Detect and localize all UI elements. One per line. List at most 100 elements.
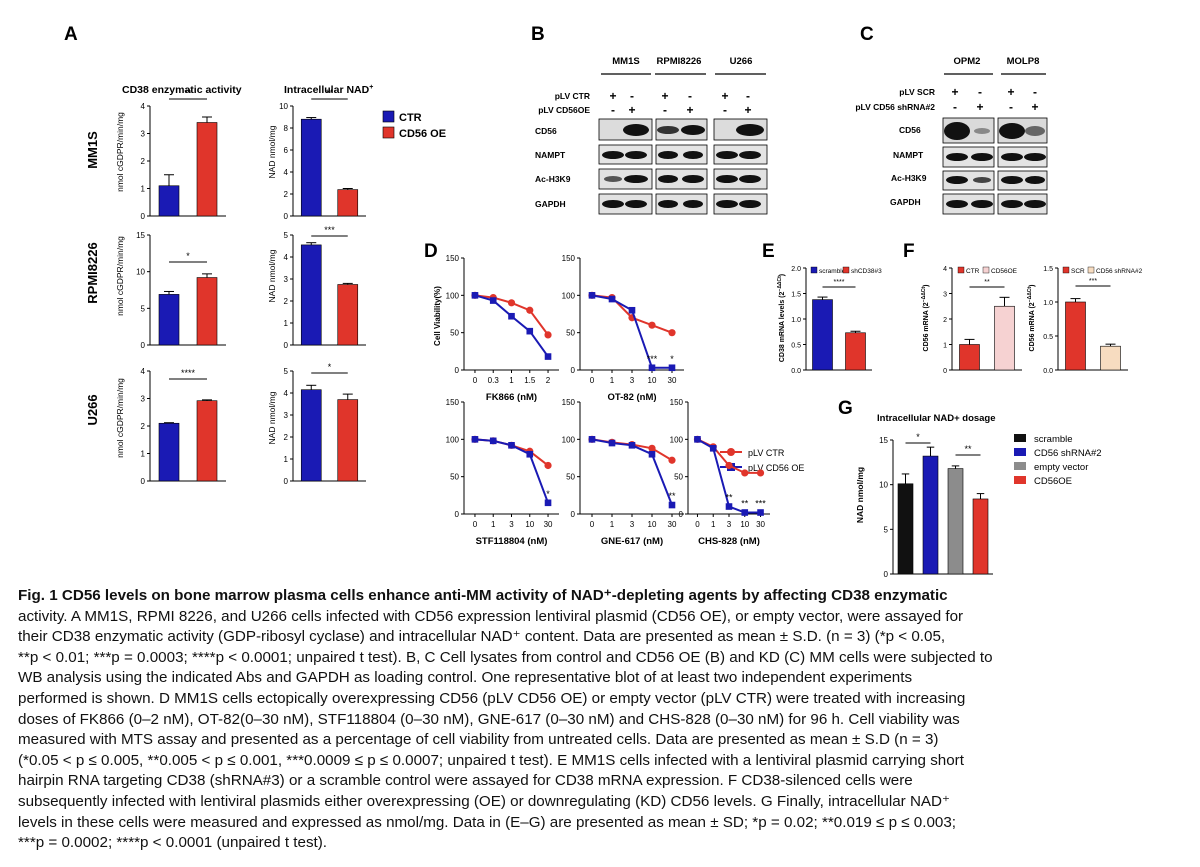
data-point [544, 461, 552, 470]
data-point [648, 444, 656, 452]
sign: + [686, 103, 693, 117]
y-tick-label: 1.5 [1043, 266, 1053, 273]
bar [1100, 345, 1121, 371]
bar [337, 284, 359, 346]
y-tick-label: 0 [455, 366, 460, 375]
y-tick-label: 150 [446, 398, 460, 407]
x-axis-label: GNE-617 (nM) [601, 536, 663, 547]
data-point [668, 364, 676, 372]
y-tick-label: 150 [446, 254, 460, 263]
y-tick-label: 5 [141, 304, 146, 313]
y-tick-label: 8 [284, 124, 289, 133]
data-point [756, 469, 765, 477]
rpmi-cd38-ylabel: nmol cGDPR/min/mg [115, 236, 125, 316]
sign: - [1033, 85, 1037, 99]
bar [845, 332, 866, 371]
panel-label-a: A [64, 24, 78, 45]
y-tick-label: 1.5 [791, 292, 801, 299]
sign: + [951, 85, 958, 99]
sign: - [688, 89, 692, 103]
y-tick-label: 0 [679, 510, 684, 519]
x-tick-label: 1 [491, 520, 496, 529]
blot-b-cell-u266: U266 [730, 56, 753, 67]
legend-f-scr-swatch [1062, 266, 1070, 274]
data-point [694, 436, 701, 443]
bar [337, 399, 359, 482]
x-tick-label: 10 [648, 376, 657, 385]
panel-a-col1-title: CD38 enzymatic activity [122, 84, 242, 96]
x-tick-label: 0.3 [488, 376, 500, 385]
blot-b-label-gapdh: GAPDH [535, 199, 566, 209]
y-tick-label: 5 [884, 525, 889, 534]
figure-1: A B C D E F G CD38 enzymatic activity In… [64, 24, 1143, 579]
bar [1065, 301, 1086, 371]
caption-line: subsequently infected with lentiviral pl… [18, 792, 951, 810]
y-tick-label: 50 [566, 473, 575, 482]
y-tick-label: 15 [879, 436, 888, 445]
legend-e-shcd38-swatch [842, 266, 850, 274]
y-tick-label: 0 [284, 212, 289, 221]
data-point [526, 450, 534, 458]
y-tick-label: 3 [141, 130, 146, 139]
legend-g-cd56oe-swatch [1014, 476, 1026, 484]
significance-stars: ** [668, 491, 676, 501]
y-tick-label: 4 [141, 367, 146, 376]
y-tick-label: 4 [141, 102, 146, 111]
data-point [648, 321, 656, 329]
caption-line: doses of FK866 (0–2 nM), OT-82(0–30 nM),… [18, 710, 960, 728]
bar [158, 294, 180, 346]
y-tick-label: 0 [284, 477, 289, 486]
series-line [591, 438, 673, 506]
significance-stars: **** [834, 279, 845, 286]
y-tick-label: 0 [141, 212, 146, 221]
x-tick-label: 1 [610, 376, 615, 385]
y-tick-label: 0 [284, 341, 289, 350]
bar [972, 498, 989, 575]
y-tick-label: 5 [284, 231, 289, 240]
data-point [741, 469, 749, 477]
y-tick-label: 3 [284, 275, 289, 284]
data-point [648, 450, 656, 458]
sign: - [611, 103, 615, 117]
y-tick-label: 0.0 [1043, 368, 1053, 375]
u266-cd38-ylabel: nmol cGDPR/min/mg [115, 378, 125, 458]
x-tick-label: 10 [648, 520, 657, 529]
caption-line: ***p = 0.0002; ****p < 0.0001 (unpaired … [18, 834, 328, 852]
y-tick-label: 150 [562, 398, 576, 407]
y-tick-label: 0 [571, 366, 576, 375]
significance-stars: * [186, 251, 190, 261]
significance-stars: *** [755, 499, 766, 509]
x-tick-label: 1 [610, 520, 615, 529]
sign: + [628, 103, 635, 117]
bar [337, 189, 359, 217]
x-tick-label: 30 [668, 376, 677, 385]
bar [158, 185, 180, 217]
sign: + [1007, 85, 1014, 99]
significance-stars: ** [184, 88, 192, 98]
panel-f-left-ylabel: CD56 mRNA (2−ΔΔCt) [921, 285, 930, 352]
panel-c-western-blot: OPM2 MOLP8 pLV SCR pLV CD56 shRNA#2 + - … [855, 56, 1048, 215]
bar [947, 468, 964, 575]
sign: + [1031, 100, 1038, 114]
y-tick-label: 2 [284, 433, 289, 442]
y-tick-label: 15 [136, 231, 145, 240]
y-tick-label: 6 [284, 146, 289, 155]
x-tick-label: 3 [509, 520, 514, 529]
series-line [591, 294, 673, 334]
y-tick-label: 2 [943, 317, 947, 324]
significance-stars: **** [181, 368, 196, 378]
legend-g-shrna-swatch [1014, 448, 1026, 456]
significance-stars: *** [1089, 278, 1097, 285]
x-tick-label: 10 [740, 520, 749, 529]
y-tick-label: 4 [284, 168, 289, 177]
data-point [526, 327, 534, 335]
significance-stars: * [328, 362, 332, 372]
y-tick-label: 2 [284, 190, 289, 199]
figure-caption: Fig. 1 CD56 levels on bone marrow plasma… [18, 586, 1182, 854]
x-tick-label: 2 [546, 376, 551, 385]
data-point [757, 509, 764, 516]
blot-b-label-cd56: CD56 [535, 126, 557, 136]
y-tick-label: 100 [446, 435, 460, 444]
y-tick-label: 10 [879, 481, 888, 490]
